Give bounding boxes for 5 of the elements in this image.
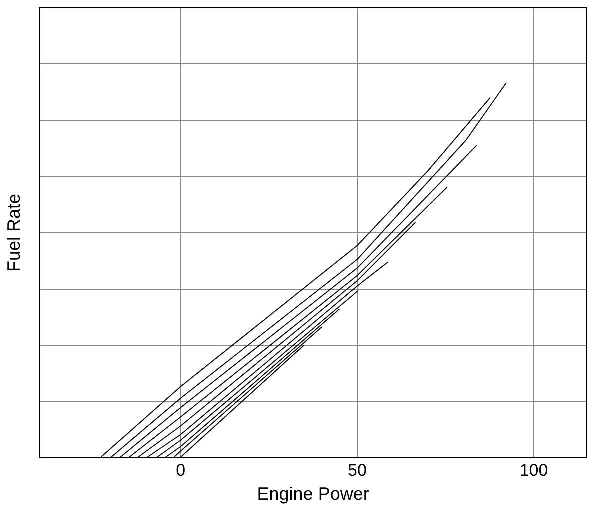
y-axis-title: Fuel Rate bbox=[4, 194, 24, 272]
x-tick-label: 100 bbox=[520, 460, 548, 480]
x-axis-title: Engine Power bbox=[257, 484, 370, 504]
x-tick-label: 0 bbox=[176, 460, 186, 480]
x-tick-label: 50 bbox=[348, 460, 367, 480]
